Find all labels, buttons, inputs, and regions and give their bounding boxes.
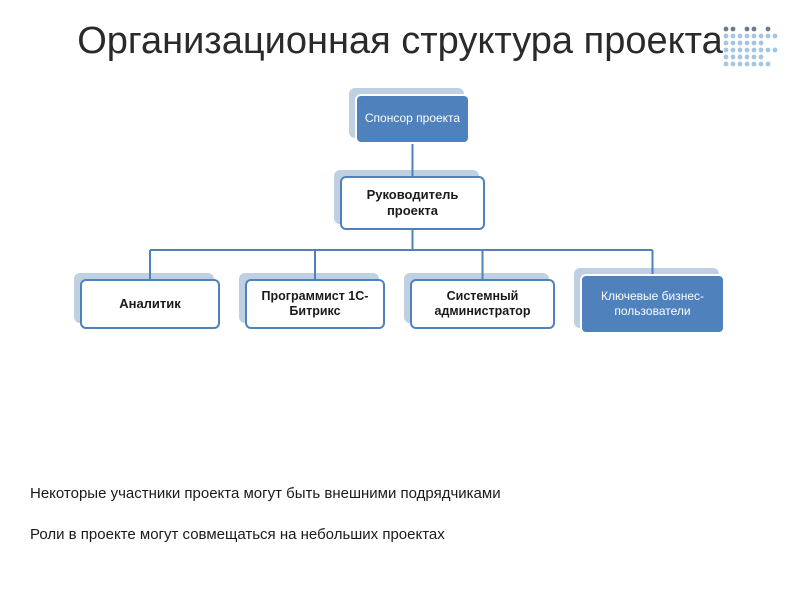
org-node-manager: Руководитель проекта [340, 176, 485, 230]
org-node-sysadmin: Системный администратор [410, 279, 555, 329]
org-node-analyst: Аналитик [80, 279, 220, 329]
org-chart: Спонсор проекта Руководитель проекта Анали… [60, 94, 740, 354]
note-line: Некоторые участники проекта могут быть в… [30, 483, 501, 506]
org-node-label: Руководитель проекта [348, 187, 477, 218]
org-node-label: Аналитик [119, 296, 181, 312]
page-title: Организационная структура проекта [0, 0, 800, 64]
org-node-sponsor: Спонсор проекта [355, 94, 470, 144]
org-node-label: Системный администратор [418, 289, 547, 319]
org-node-label: Спонсор проекта [365, 111, 460, 125]
org-node-label: Программист 1С-Битрикс [253, 289, 377, 319]
org-node-label: Ключевые бизнес-пользователи [588, 289, 717, 318]
footer-notes: Некоторые участники проекта могут быть в… [30, 483, 501, 546]
org-node-programmer: Программист 1С-Битрикс [245, 279, 385, 329]
logo-icon [722, 18, 780, 73]
org-node-users: Ключевые бизнес-пользователи [580, 274, 725, 334]
note-line: Роли в проекте могут совмещаться на небо… [30, 524, 501, 547]
